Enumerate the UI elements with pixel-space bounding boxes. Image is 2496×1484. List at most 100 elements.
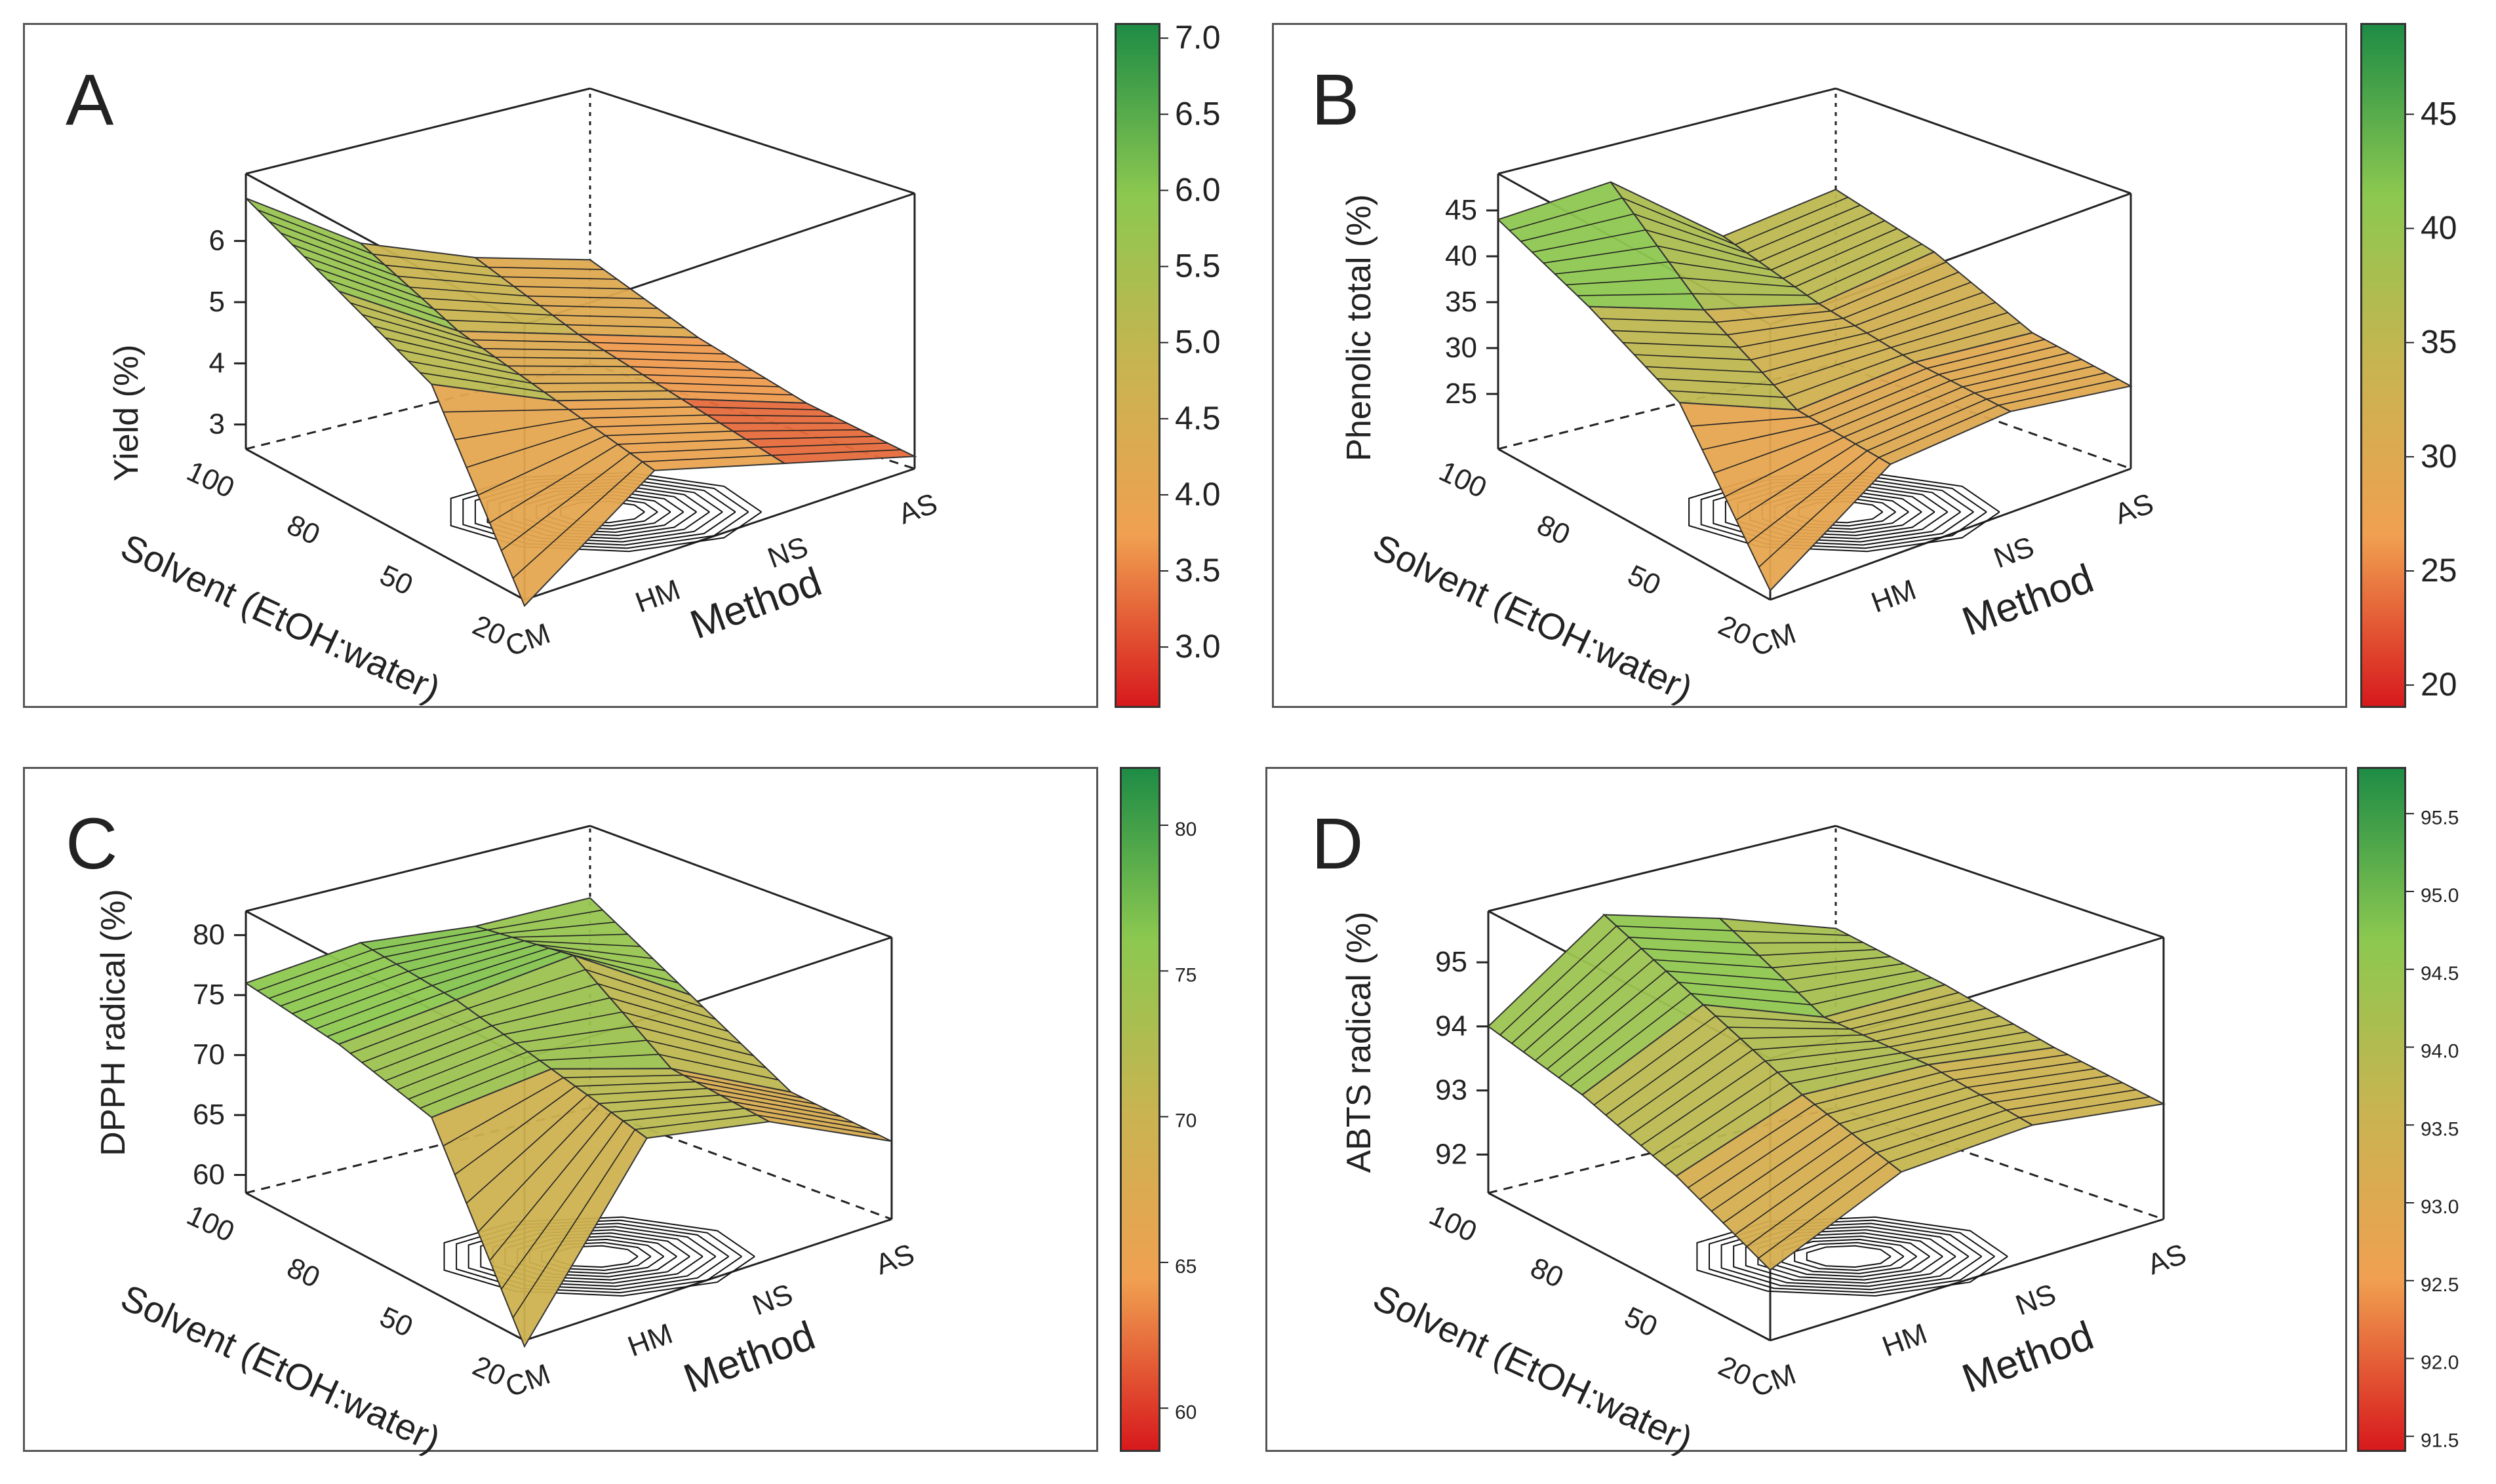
- surface-contour: [1962, 359, 2082, 387]
- surface-contour: [618, 439, 746, 445]
- surface-contour: [1555, 261, 1669, 275]
- surface-contour: [269, 221, 386, 266]
- contour-line: [1720, 1222, 1983, 1291]
- surface-contour: [1954, 1061, 2082, 1081]
- surface-contour: [1831, 262, 1947, 312]
- z-tick-label: 40: [1445, 240, 1477, 272]
- contour-line: [462, 475, 749, 549]
- axis-right-bottom: [1835, 1106, 2164, 1220]
- surface-contour: [1728, 1026, 1850, 1030]
- surface-contour: [1680, 277, 1795, 288]
- z-tick-label: 6: [209, 225, 225, 257]
- colorbar-tick-label: 25: [2421, 552, 2457, 589]
- surface-contour: [1753, 1040, 1876, 1051]
- surface-contour: [1600, 318, 1716, 323]
- surface-contour: [1863, 1007, 1987, 1036]
- surface-contour: [526, 295, 644, 300]
- colorbar-tick-label: 60: [1175, 1401, 1197, 1423]
- surface-contour: [361, 314, 484, 349]
- surface-contour: [707, 414, 834, 418]
- surface-contour: [512, 933, 628, 938]
- surface-contour: [643, 374, 766, 380]
- surface-contour: [1652, 1072, 1778, 1156]
- surface-contour: [1668, 390, 1786, 399]
- surface-contour: [683, 1074, 804, 1099]
- surface-contour: [1702, 423, 1821, 450]
- z-tick-label: 30: [1445, 332, 1477, 364]
- surface-contour: [397, 349, 521, 376]
- method-tick-label: AS: [2143, 1238, 2190, 1281]
- surface-contour: [1640, 1060, 1766, 1146]
- surface-contour: [500, 1120, 624, 1290]
- surface-contour: [552, 315, 671, 319]
- colorbar-tick-label: 3.5: [1175, 552, 1221, 589]
- surface-contour: [385, 1034, 504, 1082]
- surface-contour: [477, 1103, 600, 1232]
- colorbar-c: [1120, 767, 1160, 1452]
- colorbar-tick-label: 6.5: [1175, 95, 1221, 132]
- surface-contour: [771, 449, 901, 456]
- surface-contour: [617, 358, 739, 363]
- surface-contour: [548, 947, 666, 971]
- z-tick-label: 45: [1445, 194, 1477, 226]
- surface-contour: [668, 390, 793, 396]
- surface-contour: [659, 1053, 779, 1081]
- contour-line: [1745, 1229, 1956, 1284]
- method-axis-label: Method: [1956, 1313, 2099, 1402]
- surface-contour: [1727, 317, 1844, 336]
- surface-contour: [1951, 352, 2070, 381]
- surface-contour: [1876, 1015, 2000, 1042]
- surface-contour: [1711, 1123, 1840, 1212]
- box-edge: [1770, 467, 2131, 601]
- surface-contour: [1806, 243, 1922, 296]
- surface-contour: [454, 418, 582, 440]
- box-edge: [1835, 87, 2131, 195]
- contour-line: [1724, 481, 1961, 543]
- surface-contour: [1773, 347, 1892, 385]
- contour-line: [1696, 1216, 2008, 1297]
- colorbar-tick-label: 5.5: [1175, 248, 1221, 284]
- surface-contour: [1941, 1054, 2069, 1073]
- surface-contour: [467, 969, 586, 1009]
- surface-contour: [1926, 339, 2045, 369]
- surface-contour: [420, 1059, 540, 1109]
- surface-contour: [292, 970, 409, 1015]
- surface-contour: [1740, 1034, 1863, 1040]
- solvent-tick-label: 20: [1714, 1350, 1756, 1392]
- surface-contour: [1735, 197, 1849, 245]
- surface-contour: [1629, 1049, 1753, 1136]
- z-tick-label: 3: [209, 408, 225, 440]
- surface-contour: [745, 436, 875, 440]
- surface-contour: [1633, 213, 1748, 254]
- surface-contour: [1938, 345, 2057, 376]
- surface-contour: [513, 286, 631, 290]
- surface-contour: [694, 406, 820, 410]
- surface-contour: [385, 264, 502, 278]
- surface-contour: [491, 997, 610, 1026]
- z-tick-label: 4: [209, 347, 225, 379]
- colorbar-tick-label: 94.5: [2421, 963, 2459, 985]
- surface-contour: [1867, 399, 1987, 452]
- surface-contour: [408, 940, 525, 972]
- surface-contour: [1794, 235, 1910, 288]
- surface-contour: [539, 1053, 660, 1061]
- surface-contour: [408, 361, 532, 384]
- surface-contour: [759, 442, 888, 448]
- surface-patch: [671, 1068, 892, 1142]
- surface-contour: [1666, 970, 1785, 981]
- surface-contour: [1876, 1109, 2007, 1154]
- surface-contour: [361, 1016, 481, 1063]
- surface-contour: [1511, 937, 1629, 1044]
- colorbar-gradient: [2362, 25, 2404, 706]
- colorbar-tick-label: 94.0: [2421, 1041, 2459, 1063]
- panel-letter: B: [1311, 60, 1359, 140]
- surface-contour: [599, 1094, 721, 1104]
- surface-contour: [1558, 981, 1679, 1078]
- surface-contour: [629, 366, 753, 371]
- surface-contour: [744, 1108, 867, 1130]
- surface-contour: [483, 347, 604, 351]
- surface-contour: [1902, 1031, 2027, 1053]
- colorbar-tick-label: 75: [1175, 964, 1197, 986]
- surface-contour: [304, 256, 422, 299]
- surface-contour: [1735, 443, 1856, 521]
